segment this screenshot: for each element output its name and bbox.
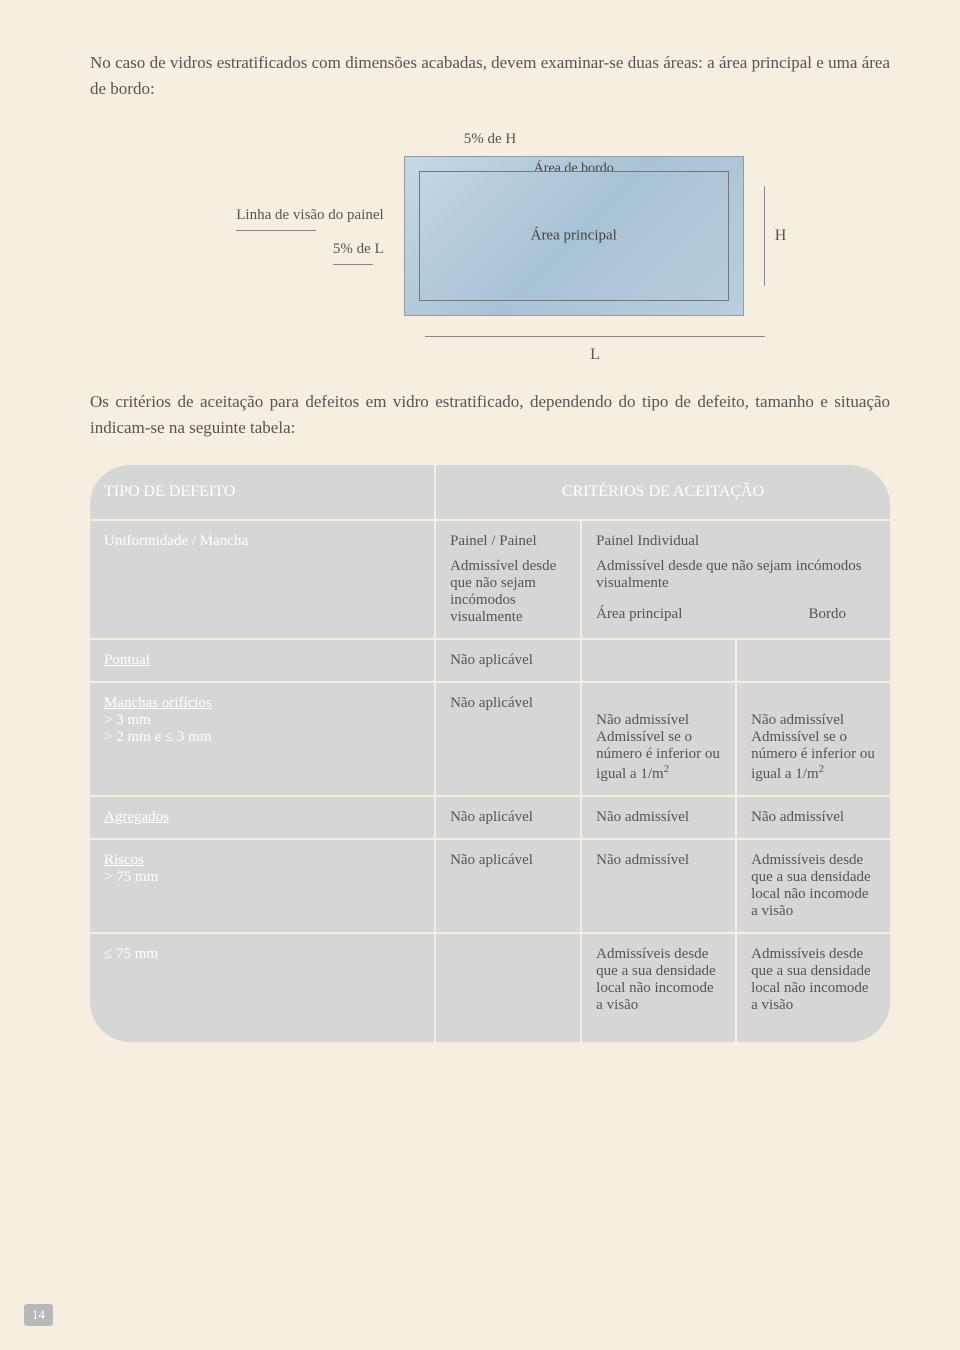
cell: Não admissível — [581, 839, 736, 933]
diagram-linha-visao: Linha de visão do painel — [236, 207, 383, 223]
cell: Não aplicável — [435, 839, 581, 933]
diagram: 5% de H Linha de visão do painel 5% de L… — [90, 131, 890, 364]
table-header-tipo: TIPO DE DEFEITO — [90, 465, 435, 520]
cell — [581, 639, 736, 682]
mid-paragraph: Os critérios de aceitação para defeitos … — [90, 389, 890, 440]
diagram-line — [333, 264, 373, 265]
table-row: Pontual Não aplicável — [90, 639, 890, 682]
diagram-l-label: L — [425, 346, 765, 364]
diagram-l-line — [425, 336, 765, 337]
cell-agregados: Agregados — [90, 796, 435, 839]
diagram-line — [236, 230, 316, 231]
diagram-h-label: H — [775, 227, 787, 245]
diagram-5l: 5% de L — [333, 241, 384, 257]
cell — [435, 933, 581, 1042]
cell — [736, 639, 890, 682]
cell: Não admissível — [736, 796, 890, 839]
table-row: ≤ 75 mm Admissíveis desde que a sua dens… — [90, 933, 890, 1042]
diagram-h-line — [764, 186, 765, 286]
page-number: 14 — [24, 1304, 53, 1326]
cell: Não aplicável — [435, 682, 581, 796]
diagram-top-label: 5% de H — [90, 131, 890, 148]
cell: Admissíveis desde que a sua densidade lo… — [736, 933, 890, 1042]
cell: Não aplicável — [435, 639, 581, 682]
intro-paragraph: No caso de vidros estratificados com dim… — [90, 50, 890, 101]
table-row: Agregados Não aplicável Não admissível N… — [90, 796, 890, 839]
criteria-table: TIPO DE DEFEITO CRITÉRIOS DE ACEITAÇÃO U… — [90, 465, 890, 1042]
table-header-criterios: CRITÉRIOS DE ACEITAÇÃO — [435, 465, 890, 520]
table-row: Uniformidade / Mancha Painel / Painel Ad… — [90, 520, 890, 639]
cell-pontual: Pontual — [90, 639, 435, 682]
cell-uniformidade: Uniformidade / Mancha — [90, 520, 435, 639]
diagram-area-principal: Área principal — [531, 228, 617, 245]
cell: Painel / Painel Admissível desde que não… — [435, 520, 581, 639]
cell: Admissíveis desde que a sua densidade lo… — [736, 839, 890, 933]
cell: Não admissível — [581, 796, 736, 839]
table-row: Riscos > 75 mm Não aplicável Não admissí… — [90, 839, 890, 933]
diagram-panel: Área de bordo Área principal — [404, 156, 744, 316]
cell: Não admissível Admissível se o número é … — [736, 682, 890, 796]
cell: Não admissível Admissível se o número é … — [581, 682, 736, 796]
cell-manchas: Manchas orifícios > 3 mm > 2 mm e ≤ 3 mm — [90, 682, 435, 796]
cell: Admissíveis desde que a sua densidade lo… — [581, 933, 736, 1042]
cell: Painel Individual Admissível desde que n… — [581, 520, 890, 639]
cell: Não aplicável — [435, 796, 581, 839]
cell-riscos: Riscos > 75 mm — [90, 839, 435, 933]
cell-riscos75: ≤ 75 mm — [90, 933, 435, 1042]
table-row: Manchas orifícios > 3 mm > 2 mm e ≤ 3 mm… — [90, 682, 890, 796]
